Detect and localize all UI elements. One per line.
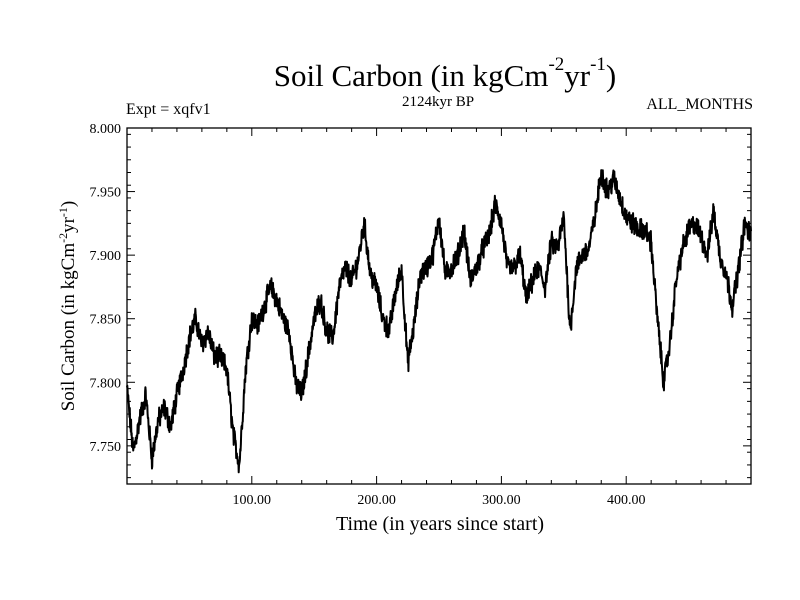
experiment-label: Expt = xqfv1 [126,101,211,118]
x-axis-label: Time (in years since start) [335,513,545,535]
chart-subtitle: 2124kyr BP [401,94,475,110]
x-tick-label: 400.00 [607,493,646,508]
plot-frame [126,127,752,485]
x-tick-label: 200.00 [357,493,396,508]
y-tick-label: 7.950 [90,186,122,201]
title-exponent-1: -2 [548,54,565,75]
months-label: ALL_MONTHS [646,96,753,113]
y-tick-label: 7.750 [90,440,122,455]
tick-label-layer: 7.750 7.800 7.850 7.900 7.950 8.000 100.00 200.… [90,122,646,508]
title-close: ) [605,58,617,93]
soil-carbon-series-line [126,169,752,474]
y-tick-label: 7.850 [90,313,122,328]
title-unit: yr [564,58,591,93]
y-tick-label: 8.000 [90,122,122,137]
chart-title: Soil Carbon (in kgCm-2yr-1) [0,54,800,94]
title-text: Soil Carbon (in kgCm [273,58,549,93]
title-exponent-2: -1 [590,54,606,75]
y-tick-label: 7.900 [90,249,122,264]
y-tick-label: 7.800 [90,376,122,391]
x-tick-label: 300.00 [482,493,521,508]
x-tick-label: 100.00 [233,493,272,508]
